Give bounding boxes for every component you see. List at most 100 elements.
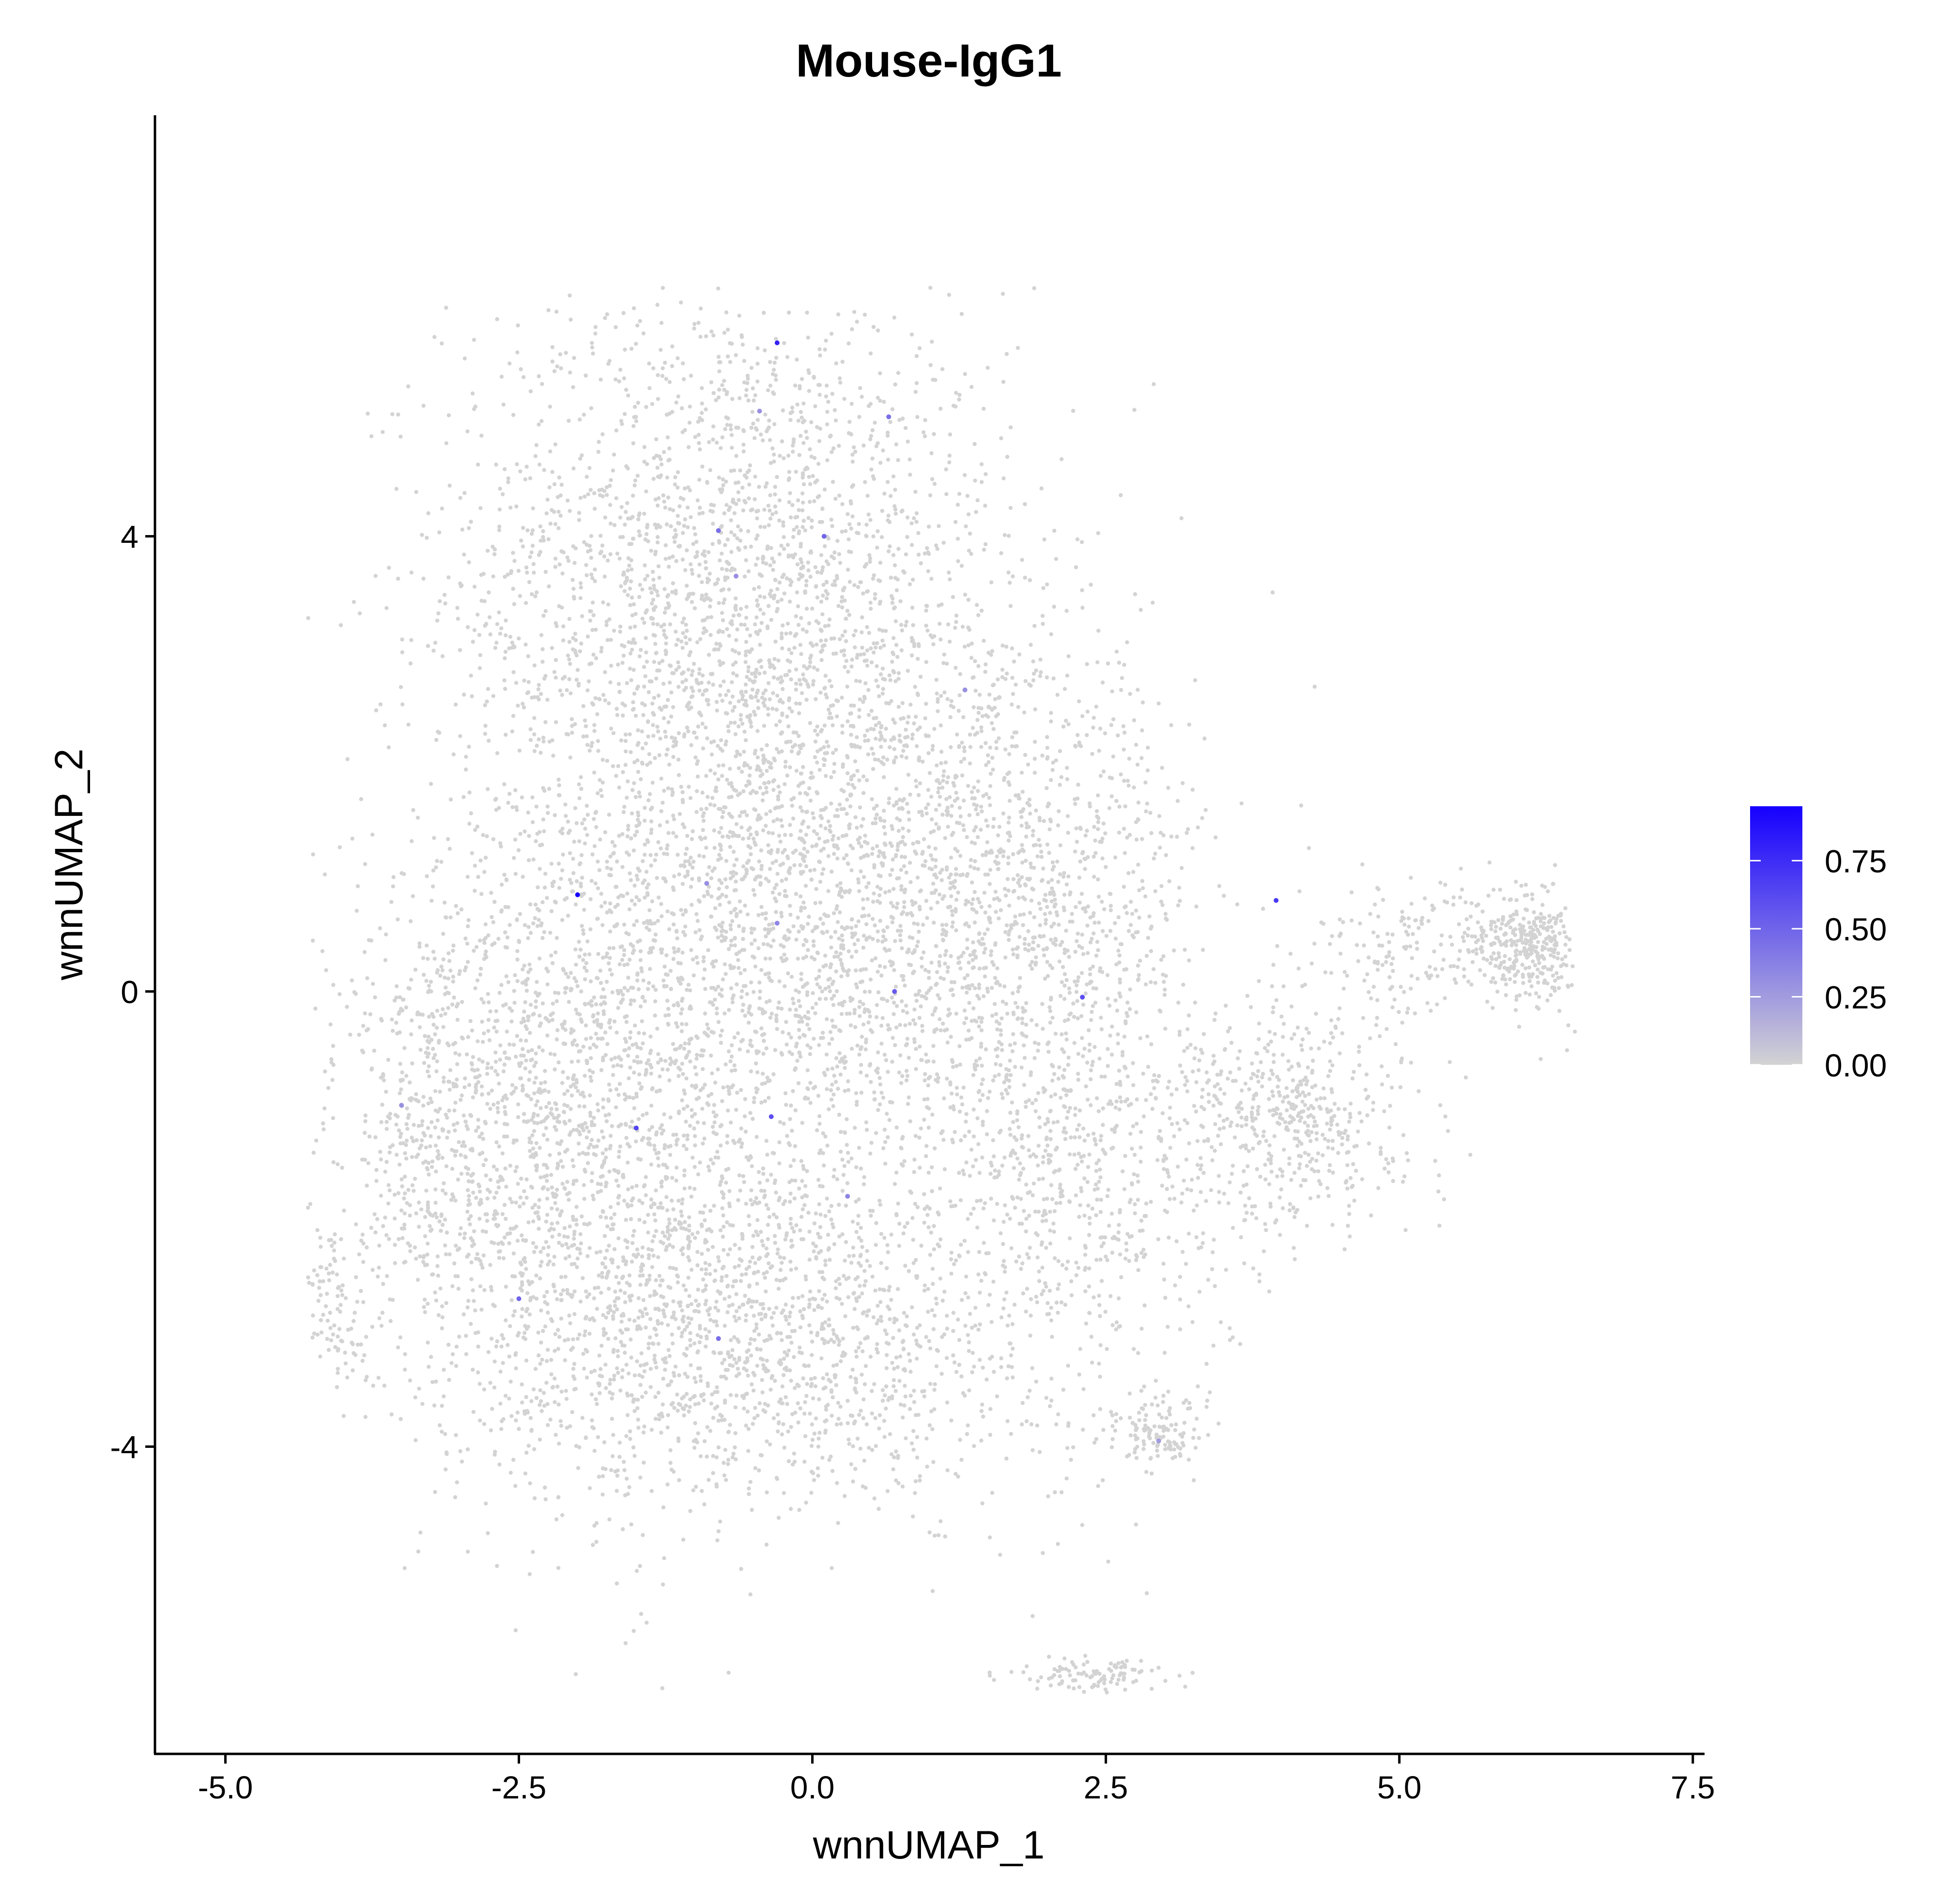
cell-point [934,677,939,682]
cell-point [446,837,450,842]
cell-point [868,518,873,522]
cell-point [673,539,677,544]
cell-point [818,814,823,818]
cell-point [473,889,477,893]
cell-point [751,1117,755,1121]
cell-point [803,884,808,888]
cell-point [599,1036,603,1041]
cell-point [868,556,873,561]
cell-point [766,544,770,549]
cell-point [835,714,839,719]
cell-point [629,347,634,351]
cell-point [517,1427,521,1431]
cell-point [724,503,729,507]
cell-point [674,588,678,593]
cell-point [550,961,555,966]
cell-point [472,584,477,589]
cell-point [779,911,784,915]
cell-point [938,871,942,875]
cell-point [829,518,833,522]
cell-point [468,1222,472,1227]
cell-point [485,1066,490,1070]
cell-point [466,924,470,929]
cell-point [908,1119,912,1123]
cell-point [958,814,963,819]
cell-point [600,1261,605,1266]
cell-point [721,477,725,482]
cell-point [743,545,748,550]
cell-point [924,603,929,608]
cell-point [854,982,859,986]
cell-point [515,350,520,354]
cell-point [692,661,696,666]
cell-point [764,824,768,828]
cell-point [771,568,775,572]
cell-point [644,611,648,615]
cell-point [819,658,824,662]
cell-point [811,1241,815,1246]
cell-point [469,520,473,524]
cell-point [691,669,695,674]
cell-point [494,1009,498,1013]
cell-point [834,1056,839,1060]
cell-point [771,1213,776,1217]
cell-point [597,1273,601,1278]
cell-point [592,723,597,727]
cell-point [768,697,772,702]
cell-point [808,482,813,486]
cell-point [700,511,705,515]
cell-point [582,1094,586,1099]
cell-point [781,623,785,628]
cell-point [675,1025,680,1029]
cell-point [634,895,639,899]
cell-point [508,506,513,510]
cell-point [745,675,749,679]
cell-point [481,571,486,576]
cell-point [833,496,838,501]
cell-point [656,919,661,923]
cell-point [629,942,633,947]
cell-point [829,433,833,438]
cell-point [620,958,625,962]
cell-point [720,383,724,387]
cell-point [680,790,685,795]
cell-point [494,1344,498,1349]
cell-point [472,407,477,411]
cell-point [584,475,589,479]
cell-point [540,647,545,651]
cell-point [394,487,399,491]
cell-point [630,1185,634,1190]
cell-point [980,809,984,814]
cell-point [814,697,818,702]
cell-point [866,1020,871,1025]
cell-point [550,470,554,474]
cell-point [408,661,413,666]
cell-point [616,1170,621,1175]
cell-point [732,1035,737,1040]
cell-point [744,690,748,694]
cell-point [747,468,752,473]
cell-point [728,621,733,625]
cell-point [864,1120,869,1124]
cell-point [886,458,891,462]
cell-point [754,1086,759,1090]
cell-point [647,792,652,797]
cell-point [523,1066,528,1071]
cell-point [467,821,472,826]
cell-point [521,1087,525,1091]
cell-point [794,937,799,942]
cell-point [817,997,822,1001]
cell-point [1032,739,1037,744]
cell-point [455,1121,460,1125]
cell-point [815,668,820,672]
cell-point [685,1104,690,1108]
cell-point [720,435,725,440]
cell-point [749,930,754,935]
cell-point [466,1179,471,1183]
cell-point [850,658,854,662]
cell-point [620,832,625,836]
cell-point [522,705,526,710]
cell-point [844,616,848,621]
cell-point [719,1374,723,1379]
cell-point [717,360,722,365]
